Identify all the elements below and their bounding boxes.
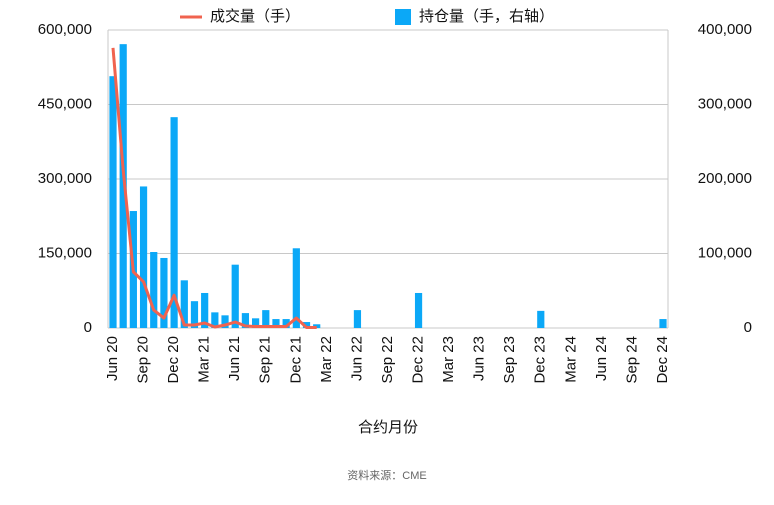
x-tick-label: Jun 20	[104, 336, 121, 381]
x-tick-label: Jun 23	[471, 336, 488, 381]
bar	[150, 252, 158, 328]
y2-tick-label: 200,000	[698, 170, 752, 187]
bar	[414, 292, 423, 328]
bar	[231, 264, 239, 328]
y2-tick-label: 100,000	[698, 244, 752, 261]
x-tick-label: Dec 20	[165, 336, 182, 384]
x-tick-label: Mar 21	[196, 336, 213, 383]
bar	[282, 319, 290, 328]
x-tick-label: Dec 21	[287, 336, 304, 384]
x-tick-label: Dec 23	[532, 336, 549, 384]
x-tick-label: Mar 23	[440, 336, 457, 383]
legend-label: 成交量（手）	[210, 7, 300, 25]
y2-tick-label: 300,000	[698, 95, 752, 112]
bar	[170, 117, 178, 328]
y2-tick-label: 0	[744, 319, 752, 336]
y-tick-label: 600,000	[38, 21, 92, 38]
x-tick-label: Sep 23	[501, 336, 518, 384]
x-tick-label: Mar 24	[562, 336, 579, 383]
x-tick-label: Sep 20	[135, 336, 152, 384]
line	[111, 47, 317, 330]
y-tick-label: 0	[84, 319, 92, 336]
bar	[180, 280, 188, 328]
bar	[251, 318, 260, 328]
x-tick-label: Sep 21	[257, 336, 274, 384]
bar	[353, 310, 362, 328]
bar	[537, 310, 545, 328]
x-tick-label: Dec 24	[654, 336, 671, 384]
bar	[302, 322, 311, 328]
source: 资料来源：CME	[347, 468, 426, 482]
legend-label: 持仓量（手，右轴）	[419, 8, 554, 25]
x-tick-label: Jun 24	[593, 336, 610, 381]
y-tick-label: 300,000	[38, 170, 92, 187]
bar	[139, 186, 148, 328]
x-tick-label: Mar 22	[318, 336, 335, 383]
bar	[201, 292, 209, 328]
bar	[241, 313, 250, 328]
x-axis-title: 合约月份	[358, 419, 418, 436]
x-tick-label: Dec 22	[410, 336, 427, 384]
y-tick-label: 150,000	[38, 244, 92, 261]
bar	[119, 44, 127, 328]
legend-marker	[395, 9, 411, 25]
x-tick-label: Jun 21	[226, 336, 243, 381]
bar	[190, 301, 199, 328]
x-tick-label: Sep 24	[623, 336, 640, 384]
bar	[160, 257, 168, 328]
x-tick-label: Sep 22	[379, 336, 396, 384]
x-tick-label: Jun 22	[348, 336, 365, 381]
bar	[262, 310, 270, 328]
y2-tick-label: 400,000	[698, 21, 752, 38]
bar	[659, 319, 667, 328]
bar	[272, 319, 280, 328]
bar	[109, 76, 117, 328]
bar	[292, 248, 300, 328]
bar	[211, 312, 219, 328]
y-tick-label: 450,000	[38, 95, 92, 112]
bar	[221, 315, 229, 328]
